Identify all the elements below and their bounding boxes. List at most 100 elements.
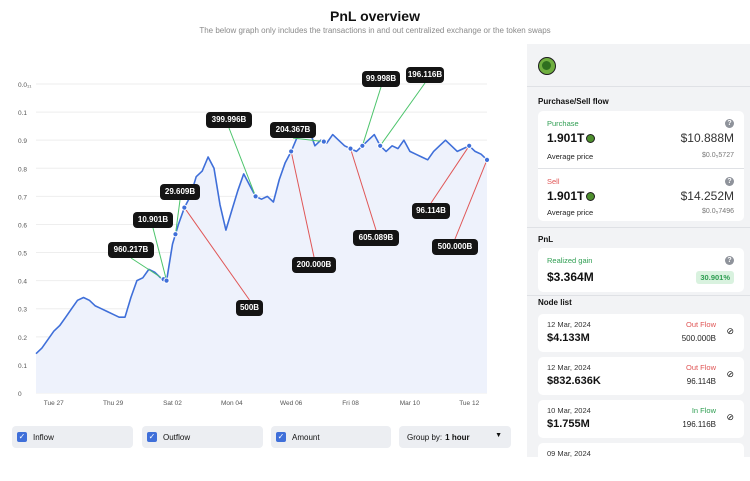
y-tick-label: 0.0₁₁ <box>18 82 32 89</box>
node-item[interactable]: 12 Mar, 2024 $832.636K Out Flow 96.114B … <box>538 357 744 395</box>
chevron-down-icon: ▼ <box>495 432 502 439</box>
eye-slash-icon[interactable]: ⊘ <box>726 326 734 336</box>
x-tick-label: Sat 02 <box>163 400 182 407</box>
check-icon: ✓ <box>147 432 157 442</box>
annotation-label[interactable]: 10.901B <box>133 212 173 228</box>
x-tick-label: Thu 29 <box>103 400 124 407</box>
annotation-label[interactable]: 96.114B <box>412 203 450 219</box>
group-by-value: 1 hour <box>445 432 470 442</box>
annotation-connector <box>130 257 164 280</box>
annotation-point <box>252 193 259 200</box>
annotation-point <box>172 231 179 238</box>
node-flow: Out Flow <box>685 363 716 372</box>
page-title: PnL overview <box>329 8 420 24</box>
y-tick-label: 0.4 <box>18 279 27 286</box>
amount-checkbox[interactable]: ✓ Amount <box>271 426 391 448</box>
node-item[interactable]: 10 Mar, 2024 $1.755M In Flow 196.116B ⊘ <box>538 400 744 438</box>
amount-label: Amount <box>292 432 320 442</box>
node-date: 12 Mar, 2024 <box>547 320 591 329</box>
annotation-connector <box>290 151 315 258</box>
inflow-label: Inflow <box>33 432 54 442</box>
annotation-label[interactable]: 196.116B <box>406 67 444 83</box>
y-tick-label: 0.9 <box>18 138 27 145</box>
x-tick-label: Fri 08 <box>342 400 359 407</box>
sell-label: Sell <box>547 177 560 186</box>
annotation-label[interactable]: 500B <box>236 300 263 316</box>
annotation-connector <box>228 127 257 197</box>
page-header: PnL overview The below graph only includ… <box>0 0 750 44</box>
annotation-point <box>347 145 354 152</box>
eye-slash-icon[interactable]: ⊘ <box>726 369 734 379</box>
sell-amount: 1.901T <box>547 189 596 203</box>
divider <box>527 86 750 87</box>
annotation-point <box>181 204 188 211</box>
node-date: 09 Mar, 2024 <box>547 449 591 458</box>
node-flow: Out Flow <box>685 320 716 329</box>
y-tick-label: 0.7 <box>18 194 27 201</box>
side-panel: Purchase/Sell flow Purchase ? 1.901T $10… <box>527 44 750 481</box>
y-tick-label: 0.8 <box>18 166 27 173</box>
x-tick-label: Wed 06 <box>280 400 303 407</box>
outflow-label: Outflow <box>163 432 191 442</box>
sell-usd: $14.252M <box>680 189 734 203</box>
inflow-checkbox[interactable]: ✓ Inflow <box>12 426 133 448</box>
realized-amount: $3.364M <box>547 270 594 284</box>
annotation-label[interactable]: 99.998B <box>362 71 400 87</box>
pnl-chart[interactable]: 0 0.1 0.2 0.3 0.4 0.5 0.6 0.7 0.8 0.9 0.1 0.0₁₁ Tue … <box>0 44 522 457</box>
y-tick-label: 0.1 <box>18 363 27 370</box>
annotation-label[interactable]: 960.217B <box>108 242 154 258</box>
annotation-label[interactable]: 200.000B <box>292 257 336 273</box>
annotation-connector <box>183 207 250 301</box>
annotation-label[interactable]: 204.367B <box>270 122 316 138</box>
info-icon[interactable]: ? <box>725 119 734 128</box>
annotation-point <box>288 148 295 155</box>
x-tick-label: Tue 27 <box>44 400 64 407</box>
node-date: 10 Mar, 2024 <box>547 406 591 415</box>
purchase-usd: $10.888M <box>680 131 734 145</box>
group-by-select[interactable]: Group by: 1 hour ▼ <box>399 426 511 448</box>
outflow-checkbox[interactable]: ✓ Outflow <box>142 426 263 448</box>
realized-label: Realized gain <box>547 256 593 265</box>
token-avatar <box>538 57 556 75</box>
y-tick-label: 0.3 <box>18 307 27 314</box>
realized-pct-badge: 30.901% <box>696 271 734 284</box>
node-item[interactable]: 09 Mar, 2024 <box>538 443 744 481</box>
node-section-title: Node list <box>538 298 572 307</box>
check-icon: ✓ <box>17 432 27 442</box>
sell-avg-value: $0.0₅7496 <box>701 208 734 215</box>
annotation-label[interactable]: 29.609B <box>160 184 200 200</box>
annotation-connector <box>430 145 470 204</box>
series-line <box>35 122 488 355</box>
token-icon <box>586 192 596 202</box>
node-amount: $832.636K <box>547 375 601 387</box>
purchase-amount: 1.901T <box>547 131 596 145</box>
annotation-label[interactable]: 399.996B <box>206 112 252 128</box>
node-token: 196.116B <box>682 420 716 429</box>
annotation-point <box>466 142 473 149</box>
eye-slash-icon[interactable]: ⊘ <box>726 412 734 422</box>
purchase-label: Purchase <box>547 119 579 128</box>
annotation-label[interactable]: 500.000B <box>432 239 478 255</box>
y-tick-label: 0 <box>18 391 22 398</box>
y-tick-label: 0.2 <box>18 335 27 342</box>
info-icon[interactable]: ? <box>725 177 734 186</box>
check-icon: ✓ <box>276 432 286 442</box>
annotation-connector <box>379 82 426 147</box>
page-subtitle: The below graph only includes the transa… <box>199 26 551 35</box>
group-by-label: Group by: <box>407 432 443 442</box>
flow-section-title: Purchase/Sell flow <box>538 97 609 106</box>
info-icon[interactable]: ? <box>725 256 734 265</box>
annotation-connector <box>350 148 377 231</box>
divider <box>538 168 744 169</box>
annotation-point <box>163 277 170 284</box>
series-area <box>36 123 487 394</box>
annotation-label[interactable]: 605.089B <box>353 230 399 246</box>
annotation-point <box>377 142 384 149</box>
node-item[interactable]: 12 Mar, 2024 $4.133M Out Flow 500.000B ⊘ <box>538 314 744 352</box>
node-amount: $4.133M <box>547 332 590 344</box>
divider <box>527 227 750 228</box>
y-tick-label: 0.1 <box>18 110 27 117</box>
annotation-connector <box>152 227 168 281</box>
chart-svg[interactable]: 0 0.1 0.2 0.3 0.4 0.5 0.6 0.7 0.8 0.9 0.1 0.0₁₁ Tue … <box>0 44 522 424</box>
annotation-point <box>359 142 366 149</box>
